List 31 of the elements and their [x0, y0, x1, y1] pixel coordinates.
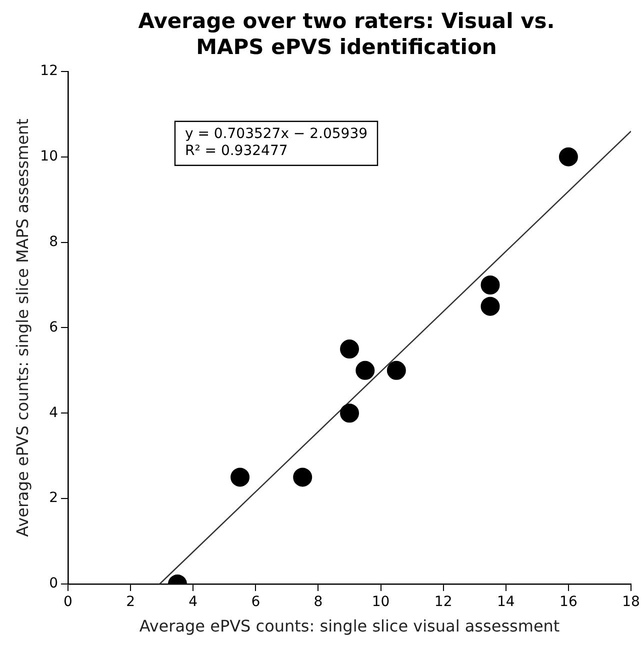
- point: [386, 360, 406, 380]
- x-tick-label: 6: [251, 594, 260, 610]
- point: [340, 340, 360, 359]
- x-tick-label: 18: [622, 594, 640, 610]
- x-tick-label: 2: [126, 594, 136, 610]
- x-axis-title: Average ePVS counts: single slice visual assessment: [139, 616, 560, 636]
- y-tick-label: 4: [49, 404, 58, 421]
- annotation: y = 0.703527x − 2.05939: [184, 126, 368, 142]
- x-tick-label: 8: [314, 594, 323, 610]
- x-tick-label: 16: [560, 594, 578, 610]
- y-tick-label: 12: [40, 63, 58, 80]
- y-tick-label: 10: [40, 148, 58, 164]
- point: [356, 360, 375, 380]
- point: [230, 468, 250, 487]
- point: [480, 275, 500, 294]
- y-tick-label: 2: [49, 490, 58, 506]
- y-tick-label: 6: [49, 319, 58, 336]
- point: [293, 468, 312, 487]
- y-tick-label: 0: [49, 576, 58, 592]
- x-tick-label: 10: [372, 594, 390, 610]
- point: [480, 296, 500, 316]
- annotation: R² = 0.932477: [184, 143, 288, 160]
- y-axis-title: Average ePVS counts: single slice MAPS assessment: [12, 118, 32, 537]
- x-tick-label: 0: [64, 594, 72, 610]
- point: [558, 147, 578, 166]
- x-tick-label: 14: [496, 594, 515, 610]
- point: [340, 404, 360, 423]
- x-tick-label: 4: [188, 594, 198, 610]
- chart-title: Average over two raters: Visual vs. MAPS ePVS identification: [137, 8, 556, 60]
- x-tick-label: 12: [434, 594, 452, 610]
- y-tick-label: 8: [49, 234, 58, 250]
